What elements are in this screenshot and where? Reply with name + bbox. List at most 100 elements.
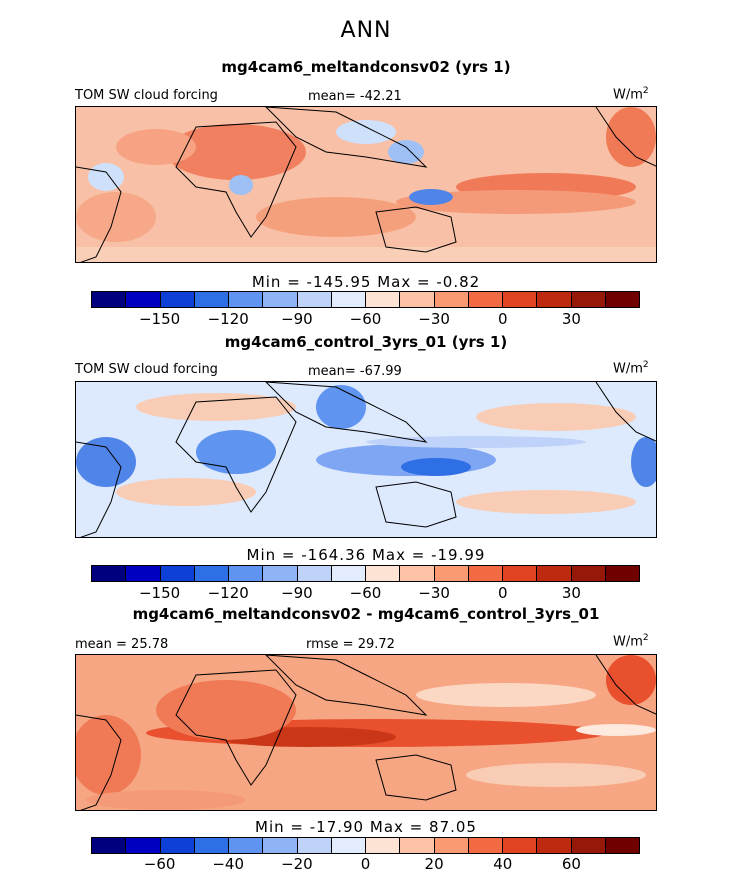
colorbar-segment <box>297 566 332 581</box>
panel3-rmse-label: rmse = <box>306 637 354 652</box>
panel1-colorbar <box>91 291 640 308</box>
colorbar-segment <box>229 838 264 853</box>
colorbar-segment <box>126 566 161 581</box>
panel3-max-value: 87.05 <box>429 818 477 836</box>
colorbar-segment <box>229 566 264 581</box>
panel3-rmse: rmse = 29.72 <box>306 637 395 652</box>
page-title: ANN <box>340 18 392 43</box>
colorbar-segment <box>571 838 606 853</box>
panel2-tick-label: −90 <box>281 584 313 602</box>
colorbar-segment <box>605 292 639 307</box>
panel1-tick-label: 0 <box>498 310 508 328</box>
colorbar-segment <box>92 566 127 581</box>
colorbar-segment <box>366 292 401 307</box>
panel1-map-field <box>76 107 656 262</box>
panel1-map <box>75 106 657 263</box>
panel3-tick-label: 60 <box>561 855 581 873</box>
colorbar-segment <box>160 838 195 853</box>
colorbar-segment <box>434 292 469 307</box>
colorbar-segment <box>92 292 127 307</box>
panel1-min-label: Min = <box>251 273 301 291</box>
panel1-tick-label: −150 <box>138 310 181 328</box>
colorbar-segment <box>160 292 195 307</box>
panel1-mean: mean= -42.21 <box>308 89 402 104</box>
colorbar-segment <box>331 292 366 307</box>
colorbar-segment <box>571 566 606 581</box>
panel1-tick-label: −90 <box>281 310 313 328</box>
panel2-tick-label: −120 <box>207 584 249 602</box>
panel1-variable-label: TOM SW cloud forcing <box>75 88 218 103</box>
panel3-colorbar <box>91 837 640 854</box>
panel1-units-text: W/m <box>613 87 643 103</box>
panel2-mean-value: -67.99 <box>359 364 402 379</box>
panel2-variable-label: TOM SW cloud forcing <box>75 362 218 377</box>
panel3-units: W/m2 <box>613 633 649 649</box>
colorbar-segment <box>194 566 229 581</box>
panel3-title: mg4cam6_meltandconsv02 - mg4cam6_control… <box>132 605 600 623</box>
panel1-min-value: -145.95 <box>306 273 372 291</box>
colorbar-segment <box>400 838 435 853</box>
panel2-mean: mean= -67.99 <box>308 364 402 379</box>
panel2-units-exp: 2 <box>642 360 649 370</box>
colorbar-segment <box>605 838 639 853</box>
panel2-title: mg4cam6_control_3yrs_01 (yrs 1) <box>224 333 508 351</box>
colorbar-segment <box>126 292 161 307</box>
colorbar-segment <box>126 838 161 853</box>
colorbar-segment <box>297 838 332 853</box>
panel1-max-label: Max = <box>377 273 431 291</box>
colorbar-segment <box>537 838 572 853</box>
panel3-tick-label: 20 <box>424 855 444 873</box>
colorbar-segment <box>263 838 298 853</box>
colorbar-segment <box>366 566 401 581</box>
colorbar-segment <box>434 838 469 853</box>
panel1-max-value: -0.82 <box>436 273 481 291</box>
panel3-tick-label: −40 <box>212 855 245 873</box>
panel3-min-value: -17.90 <box>309 818 365 836</box>
panel3-rmse-value: 29.72 <box>357 637 395 652</box>
panel3-map-field <box>76 655 656 810</box>
panel2-tick-label: 30 <box>561 584 581 602</box>
colorbar-segment <box>571 292 606 307</box>
colorbar-segment <box>503 838 538 853</box>
panel2-max-label: Max = <box>371 546 426 564</box>
panel2-map-field <box>76 382 656 537</box>
panel2-tick-label: −60 <box>349 584 382 602</box>
colorbar-segment <box>400 566 435 581</box>
panel3-mean-label: mean = <box>75 637 127 652</box>
panel1-colorbar-ticks: −150 −120 −90 −60 −30 0 30 <box>91 310 640 328</box>
panel2-tick-label: 0 <box>498 584 508 602</box>
panel2-colorbar-ticks: −150 −120 −90 −60 −30 0 30 <box>91 584 640 602</box>
panel1-mean-value: -42.21 <box>359 89 402 104</box>
panel3-tick-label: −20 <box>281 855 313 873</box>
panel2-min-label: Min = <box>246 546 296 564</box>
colorbar-segment <box>331 838 366 853</box>
panel1-tick-label: −120 <box>207 310 249 328</box>
panel1-units: W/m2 <box>613 86 649 102</box>
colorbar-segment <box>503 292 538 307</box>
colorbar-segment <box>263 566 298 581</box>
panel2-units: W/m2 <box>613 360 649 376</box>
panel3-mean-value: 25.78 <box>131 637 169 652</box>
panel3-minmax: Min = -17.90 Max = 87.05 <box>0 818 732 836</box>
panel2-tick-label: −30 <box>418 584 450 602</box>
panel1-tick-label: −30 <box>418 310 450 328</box>
panel2-tick-label: −150 <box>138 584 181 602</box>
panel3-mean: mean = 25.78 <box>75 637 168 652</box>
panel2-minmax: Min = -164.36 Max = -19.99 <box>0 546 732 564</box>
panel3-units-exp: 2 <box>642 633 649 643</box>
colorbar-segment <box>194 838 229 853</box>
panel3-max-label: Max = <box>369 818 424 836</box>
panel2-colorbar <box>91 565 640 582</box>
colorbar-segment <box>366 838 401 853</box>
panel2-max-value: -19.99 <box>431 546 486 564</box>
panel1-minmax: Min = -145.95 Max = -0.82 <box>0 273 732 291</box>
panel3-tick-label: −60 <box>143 855 176 873</box>
colorbar-segment <box>537 566 572 581</box>
colorbar-segment <box>605 566 639 581</box>
colorbar-segment <box>92 838 127 853</box>
panel3-tick-label: 0 <box>360 855 371 873</box>
colorbar-segment <box>331 566 366 581</box>
colorbar-segment <box>468 292 503 307</box>
colorbar-segment <box>297 292 332 307</box>
panel3-colorbar-ticks: −60 −40 −20 0 20 40 60 <box>91 855 640 873</box>
